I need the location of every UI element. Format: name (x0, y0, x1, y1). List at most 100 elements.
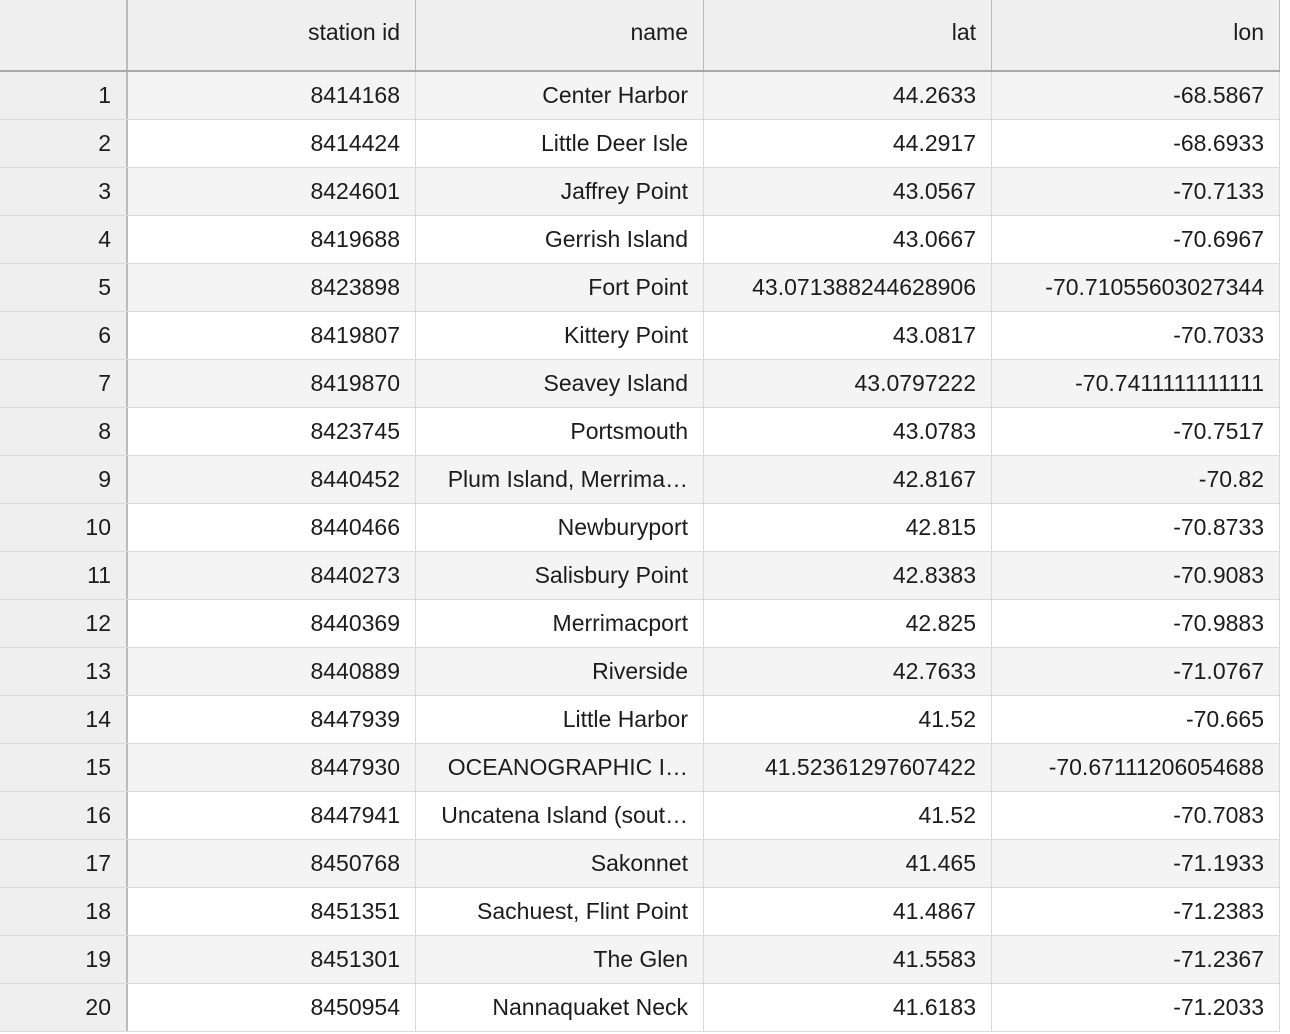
station-id-cell[interactable]: 8414168 (128, 72, 416, 119)
station-id-cell[interactable]: 8440369 (128, 600, 416, 647)
table-row[interactable]: 5 8423898 Fort Point 43.071388244628906 -70.… (0, 264, 1280, 312)
lat-cell[interactable]: 41.5583 (704, 936, 992, 983)
lon-cell[interactable]: -70.8733 (992, 504, 1280, 551)
station-id-cell[interactable]: 8440889 (128, 648, 416, 695)
station-id-cell[interactable]: 8440466 (128, 504, 416, 551)
lon-cell[interactable]: -68.6933 (992, 120, 1280, 167)
table-row[interactable]: 15 8447930 OCEANOGRAPHIC I… 41.523612976074… (0, 744, 1280, 792)
lon-cell[interactable]: -70.82 (992, 456, 1280, 503)
row-index-cell[interactable]: 6 (0, 312, 128, 359)
lon-cell[interactable]: -70.71055603027344 (992, 264, 1280, 311)
table-row[interactable]: 1 8414168 Center Harbor 44.2633 -68.5867 (0, 72, 1280, 120)
name-cell[interactable]: Portsmouth (416, 408, 704, 455)
lat-cell[interactable]: 43.0567 (704, 168, 992, 215)
lon-cell[interactable]: -71.2383 (992, 888, 1280, 935)
lon-cell[interactable]: -70.7133 (992, 168, 1280, 215)
row-index-cell[interactable]: 7 (0, 360, 128, 407)
table-row[interactable]: 13 8440889 Riverside 42.7633 -71.0767 (0, 648, 1280, 696)
table-row[interactable]: 18 8451351 Sachuest, Flint Point 41.4867 -71… (0, 888, 1280, 936)
name-cell[interactable]: Gerrish Island (416, 216, 704, 263)
row-index-cell[interactable]: 11 (0, 552, 128, 599)
table-row[interactable]: 9 8440452 Plum Island, Merrima… 42.8167 -70.… (0, 456, 1280, 504)
table-row[interactable]: 19 8451301 The Glen 41.5583 -71.2367 (0, 936, 1280, 984)
row-index-cell[interactable]: 1 (0, 72, 128, 119)
lat-cell[interactable]: 41.4867 (704, 888, 992, 935)
name-cell[interactable]: Sakonnet (416, 840, 704, 887)
name-cell[interactable]: Seavey Island (416, 360, 704, 407)
table-row[interactable]: 6 8419807 Kittery Point 43.0817 -70.7033 (0, 312, 1280, 360)
lon-cell[interactable]: -71.0767 (992, 648, 1280, 695)
lat-cell[interactable]: 44.2917 (704, 120, 992, 167)
lon-cell[interactable]: -68.5867 (992, 72, 1280, 119)
row-index-cell[interactable]: 19 (0, 936, 128, 983)
name-cell[interactable]: Center Harbor (416, 72, 704, 119)
row-index-cell[interactable]: 13 (0, 648, 128, 695)
station-id-cell[interactable]: 8450954 (128, 984, 416, 1031)
table-row[interactable]: 4 8419688 Gerrish Island 43.0667 -70.6967 (0, 216, 1280, 264)
index-column-header[interactable] (0, 0, 128, 70)
row-index-cell[interactable]: 4 (0, 216, 128, 263)
row-index-cell[interactable]: 3 (0, 168, 128, 215)
station-id-cell[interactable]: 8419688 (128, 216, 416, 263)
column-header-lat[interactable]: lat (704, 0, 992, 70)
lat-cell[interactable]: 42.7633 (704, 648, 992, 695)
table-row[interactable]: 12 8440369 Merrimacport 42.825 -70.9883 (0, 600, 1280, 648)
name-cell[interactable]: Nannaquaket Neck (416, 984, 704, 1031)
table-row[interactable]: 14 8447939 Little Harbor 41.52 -70.665 (0, 696, 1280, 744)
row-index-cell[interactable]: 8 (0, 408, 128, 455)
table-row[interactable]: 2 8414424 Little Deer Isle 44.2917 -68.6933 (0, 120, 1280, 168)
lat-cell[interactable]: 42.815 (704, 504, 992, 551)
lon-cell[interactable]: -70.7411111111111 (992, 360, 1280, 407)
table-row[interactable]: 11 8440273 Salisbury Point 42.8383 -70.9083 (0, 552, 1280, 600)
name-cell[interactable]: Kittery Point (416, 312, 704, 359)
lon-cell[interactable]: -70.7517 (992, 408, 1280, 455)
station-id-cell[interactable]: 8414424 (128, 120, 416, 167)
station-id-cell[interactable]: 8440452 (128, 456, 416, 503)
lon-cell[interactable]: -70.7083 (992, 792, 1280, 839)
name-cell[interactable]: Plum Island, Merrima… (416, 456, 704, 503)
station-id-cell[interactable]: 8447941 (128, 792, 416, 839)
station-id-cell[interactable]: 8440273 (128, 552, 416, 599)
name-cell[interactable]: Jaffrey Point (416, 168, 704, 215)
lat-cell[interactable]: 41.52361297607422 (704, 744, 992, 791)
name-cell[interactable]: Merrimacport (416, 600, 704, 647)
row-index-cell[interactable]: 20 (0, 984, 128, 1031)
lon-cell[interactable]: -71.1933 (992, 840, 1280, 887)
name-cell[interactable]: Little Harbor (416, 696, 704, 743)
lat-cell[interactable]: 43.0797222 (704, 360, 992, 407)
name-cell[interactable]: Sachuest, Flint Point (416, 888, 704, 935)
name-cell[interactable]: OCEANOGRAPHIC I… (416, 744, 704, 791)
table-row[interactable]: 10 8440466 Newburyport 42.815 -70.8733 (0, 504, 1280, 552)
row-index-cell[interactable]: 5 (0, 264, 128, 311)
lat-cell[interactable]: 43.0667 (704, 216, 992, 263)
table-row[interactable]: 17 8450768 Sakonnet 41.465 -71.1933 (0, 840, 1280, 888)
lat-cell[interactable]: 42.8167 (704, 456, 992, 503)
column-header-lon[interactable]: lon (992, 0, 1280, 70)
station-id-cell[interactable]: 8451351 (128, 888, 416, 935)
lon-cell[interactable]: -70.9083 (992, 552, 1280, 599)
lat-cell[interactable]: 42.8383 (704, 552, 992, 599)
table-row[interactable]: 16 8447941 Uncatena Island (sout… 41.52 -70.… (0, 792, 1280, 840)
lon-cell[interactable]: -70.7033 (992, 312, 1280, 359)
row-index-cell[interactable]: 14 (0, 696, 128, 743)
name-cell[interactable]: Riverside (416, 648, 704, 695)
lon-cell[interactable]: -70.67111206054688 (992, 744, 1280, 791)
name-cell[interactable]: Salisbury Point (416, 552, 704, 599)
table-row[interactable]: 3 8424601 Jaffrey Point 43.0567 -70.7133 (0, 168, 1280, 216)
lon-cell[interactable]: -71.2033 (992, 984, 1280, 1031)
table-row[interactable]: 20 8450954 Nannaquaket Neck 41.6183 -71.2033 (0, 984, 1280, 1032)
name-cell[interactable]: Newburyport (416, 504, 704, 551)
row-index-cell[interactable]: 18 (0, 888, 128, 935)
lat-cell[interactable]: 44.2633 (704, 72, 992, 119)
name-cell[interactable]: The Glen (416, 936, 704, 983)
station-id-cell[interactable]: 8451301 (128, 936, 416, 983)
lon-cell[interactable]: -70.6967 (992, 216, 1280, 263)
row-index-cell[interactable]: 2 (0, 120, 128, 167)
lat-cell[interactable]: 41.52 (704, 696, 992, 743)
table-row[interactable]: 8 8423745 Portsmouth 43.0783 -70.7517 (0, 408, 1280, 456)
station-id-cell[interactable]: 8423745 (128, 408, 416, 455)
table-row[interactable]: 7 8419870 Seavey Island 43.0797222 -70.74111… (0, 360, 1280, 408)
station-id-cell[interactable]: 8424601 (128, 168, 416, 215)
station-id-cell[interactable]: 8419807 (128, 312, 416, 359)
lat-cell[interactable]: 42.825 (704, 600, 992, 647)
